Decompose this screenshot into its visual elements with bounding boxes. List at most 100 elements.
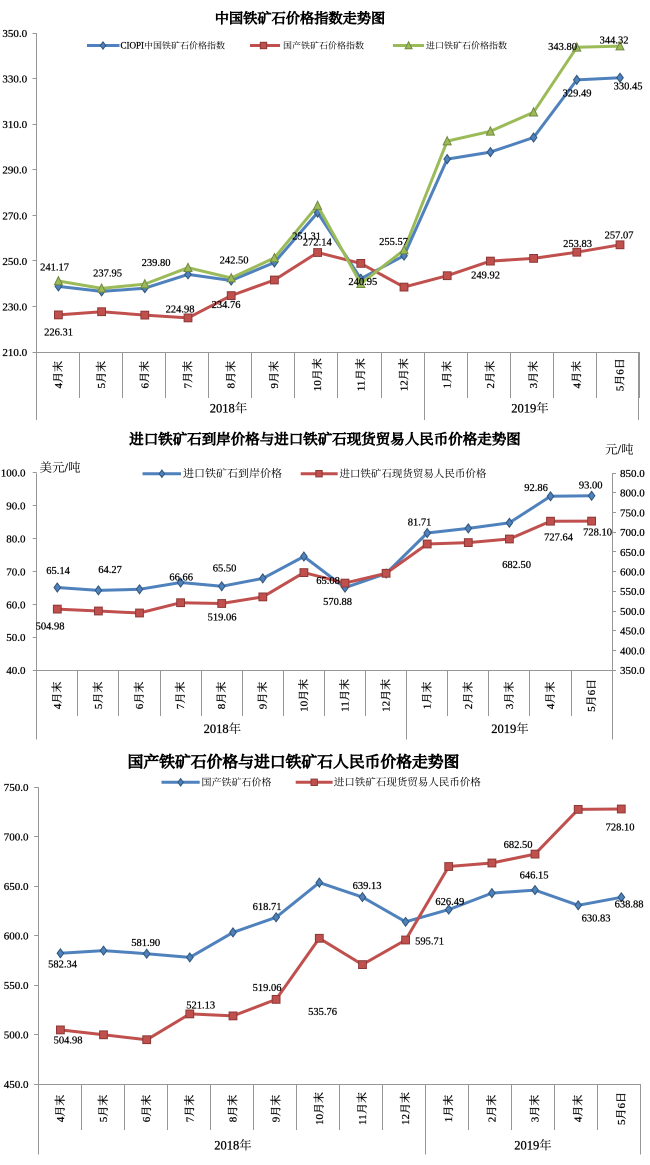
svg-text:10: 10 bbox=[298, 700, 310, 712]
svg-text:7: 7 bbox=[184, 1116, 196, 1122]
svg-text:226.31: 226.31 bbox=[44, 328, 73, 339]
svg-text:50.0: 50.0 bbox=[6, 632, 26, 644]
svg-text:224.98: 224.98 bbox=[166, 305, 195, 316]
svg-text:500.0: 500.0 bbox=[620, 606, 645, 618]
svg-text:239.80: 239.80 bbox=[142, 258, 171, 269]
svg-text:800.0: 800.0 bbox=[620, 488, 645, 500]
svg-text:450.0: 450.0 bbox=[620, 626, 645, 638]
svg-text:600.0: 600.0 bbox=[620, 567, 645, 579]
svg-text:646.15: 646.15 bbox=[520, 871, 549, 882]
svg-text:4: 4 bbox=[53, 383, 65, 389]
svg-text:2: 2 bbox=[485, 383, 497, 389]
svg-text:504.98: 504.98 bbox=[54, 1036, 83, 1047]
svg-text:6: 6 bbox=[616, 1103, 628, 1109]
svg-text:5: 5 bbox=[586, 706, 598, 712]
svg-text:12: 12 bbox=[400, 1114, 412, 1125]
svg-text:234.76: 234.76 bbox=[212, 300, 241, 311]
svg-text:70.0: 70.0 bbox=[6, 566, 26, 578]
svg-text:64.27: 64.27 bbox=[98, 565, 122, 576]
svg-text:310.0: 310.0 bbox=[2, 119, 27, 131]
svg-text:8: 8 bbox=[226, 383, 238, 389]
svg-text:330.0: 330.0 bbox=[2, 74, 27, 86]
svg-text:272.14: 272.14 bbox=[303, 238, 333, 249]
svg-text:6: 6 bbox=[141, 1116, 153, 1122]
svg-text:595.71: 595.71 bbox=[415, 937, 444, 948]
svg-text:344.32: 344.32 bbox=[600, 36, 629, 47]
svg-text:65.50: 65.50 bbox=[213, 563, 237, 574]
svg-text:11: 11 bbox=[340, 701, 352, 712]
svg-text:2019: 2019 bbox=[514, 1139, 539, 1153]
svg-text:4: 4 bbox=[52, 703, 64, 709]
svg-text:90.0: 90.0 bbox=[6, 501, 26, 513]
svg-text:650.0: 650.0 bbox=[620, 547, 645, 559]
svg-text:255.57: 255.57 bbox=[379, 237, 408, 248]
svg-text:519.06: 519.06 bbox=[253, 983, 282, 994]
svg-text:65.08: 65.08 bbox=[316, 576, 340, 587]
svg-text:251.31: 251.31 bbox=[292, 232, 321, 243]
svg-text:5: 5 bbox=[616, 1119, 628, 1125]
svg-text:250.0: 250.0 bbox=[2, 256, 27, 268]
svg-text:535.76: 535.76 bbox=[308, 1007, 337, 1018]
svg-text:12: 12 bbox=[399, 380, 411, 391]
svg-text:519.06: 519.06 bbox=[208, 613, 237, 624]
svg-text:2: 2 bbox=[463, 704, 475, 710]
svg-text:728.10: 728.10 bbox=[606, 823, 635, 834]
svg-text:330.45: 330.45 bbox=[614, 81, 643, 92]
svg-text:241.17: 241.17 bbox=[40, 263, 69, 274]
svg-text:12: 12 bbox=[381, 701, 393, 712]
svg-text:504.98: 504.98 bbox=[36, 622, 65, 633]
svg-text:639.13: 639.13 bbox=[353, 881, 382, 892]
svg-text:253.83: 253.83 bbox=[563, 239, 592, 250]
svg-text:4: 4 bbox=[573, 1116, 585, 1122]
svg-text:237.95: 237.95 bbox=[93, 269, 122, 280]
svg-text:350.0: 350.0 bbox=[2, 28, 27, 40]
svg-text:618.71: 618.71 bbox=[253, 902, 282, 913]
svg-text:521.13: 521.13 bbox=[186, 1001, 215, 1012]
svg-text:850.0: 850.0 bbox=[620, 468, 645, 480]
svg-text:290.0: 290.0 bbox=[2, 165, 27, 177]
svg-text:1: 1 bbox=[422, 704, 434, 710]
svg-text:350.0: 350.0 bbox=[620, 665, 645, 677]
svg-text:92.86: 92.86 bbox=[524, 483, 548, 494]
svg-text:650.0: 650.0 bbox=[4, 881, 29, 893]
svg-text:/: / bbox=[618, 443, 622, 457]
svg-text:7: 7 bbox=[175, 703, 187, 709]
svg-text:10: 10 bbox=[312, 380, 324, 392]
svg-text:550.0: 550.0 bbox=[620, 586, 645, 598]
svg-text:400.0: 400.0 bbox=[620, 645, 645, 657]
svg-text:728.10: 728.10 bbox=[583, 528, 612, 539]
svg-text:4: 4 bbox=[545, 703, 557, 709]
svg-text:630.83: 630.83 bbox=[582, 914, 611, 925]
svg-text:700.0: 700.0 bbox=[4, 832, 29, 844]
svg-text:3: 3 bbox=[504, 703, 516, 709]
svg-text:40.0: 40.0 bbox=[6, 665, 26, 677]
svg-text:1: 1 bbox=[443, 1117, 455, 1123]
svg-text:9: 9 bbox=[271, 1116, 283, 1122]
svg-text:242.50: 242.50 bbox=[220, 256, 249, 267]
svg-text:3: 3 bbox=[528, 383, 540, 389]
svg-text:638.88: 638.88 bbox=[615, 900, 644, 911]
svg-text:2019: 2019 bbox=[491, 722, 516, 736]
svg-text:5: 5 bbox=[98, 1116, 110, 1122]
svg-text:6: 6 bbox=[139, 383, 151, 389]
svg-text:257.07: 257.07 bbox=[605, 230, 634, 241]
svg-text:4: 4 bbox=[55, 1116, 67, 1122]
svg-text:11: 11 bbox=[357, 1114, 369, 1125]
svg-text:2018: 2018 bbox=[214, 1139, 239, 1153]
svg-text:500.0: 500.0 bbox=[4, 1030, 29, 1042]
svg-text:8: 8 bbox=[228, 1116, 240, 1122]
svg-text:66.66: 66.66 bbox=[169, 573, 193, 584]
svg-text:249.92: 249.92 bbox=[471, 271, 500, 282]
svg-text:240.95: 240.95 bbox=[348, 277, 377, 288]
svg-text:/: / bbox=[65, 461, 69, 475]
svg-text:2018: 2018 bbox=[210, 401, 235, 415]
svg-text:9: 9 bbox=[257, 703, 269, 709]
svg-text:600.0: 600.0 bbox=[4, 931, 29, 943]
svg-text:100.0: 100.0 bbox=[1, 468, 26, 480]
svg-text:4: 4 bbox=[571, 383, 583, 389]
svg-text:10: 10 bbox=[314, 1114, 326, 1126]
svg-text:2: 2 bbox=[486, 1117, 498, 1123]
svg-text:343.80: 343.80 bbox=[548, 42, 577, 53]
svg-text:3: 3 bbox=[530, 1116, 542, 1122]
svg-text:6: 6 bbox=[134, 703, 146, 709]
